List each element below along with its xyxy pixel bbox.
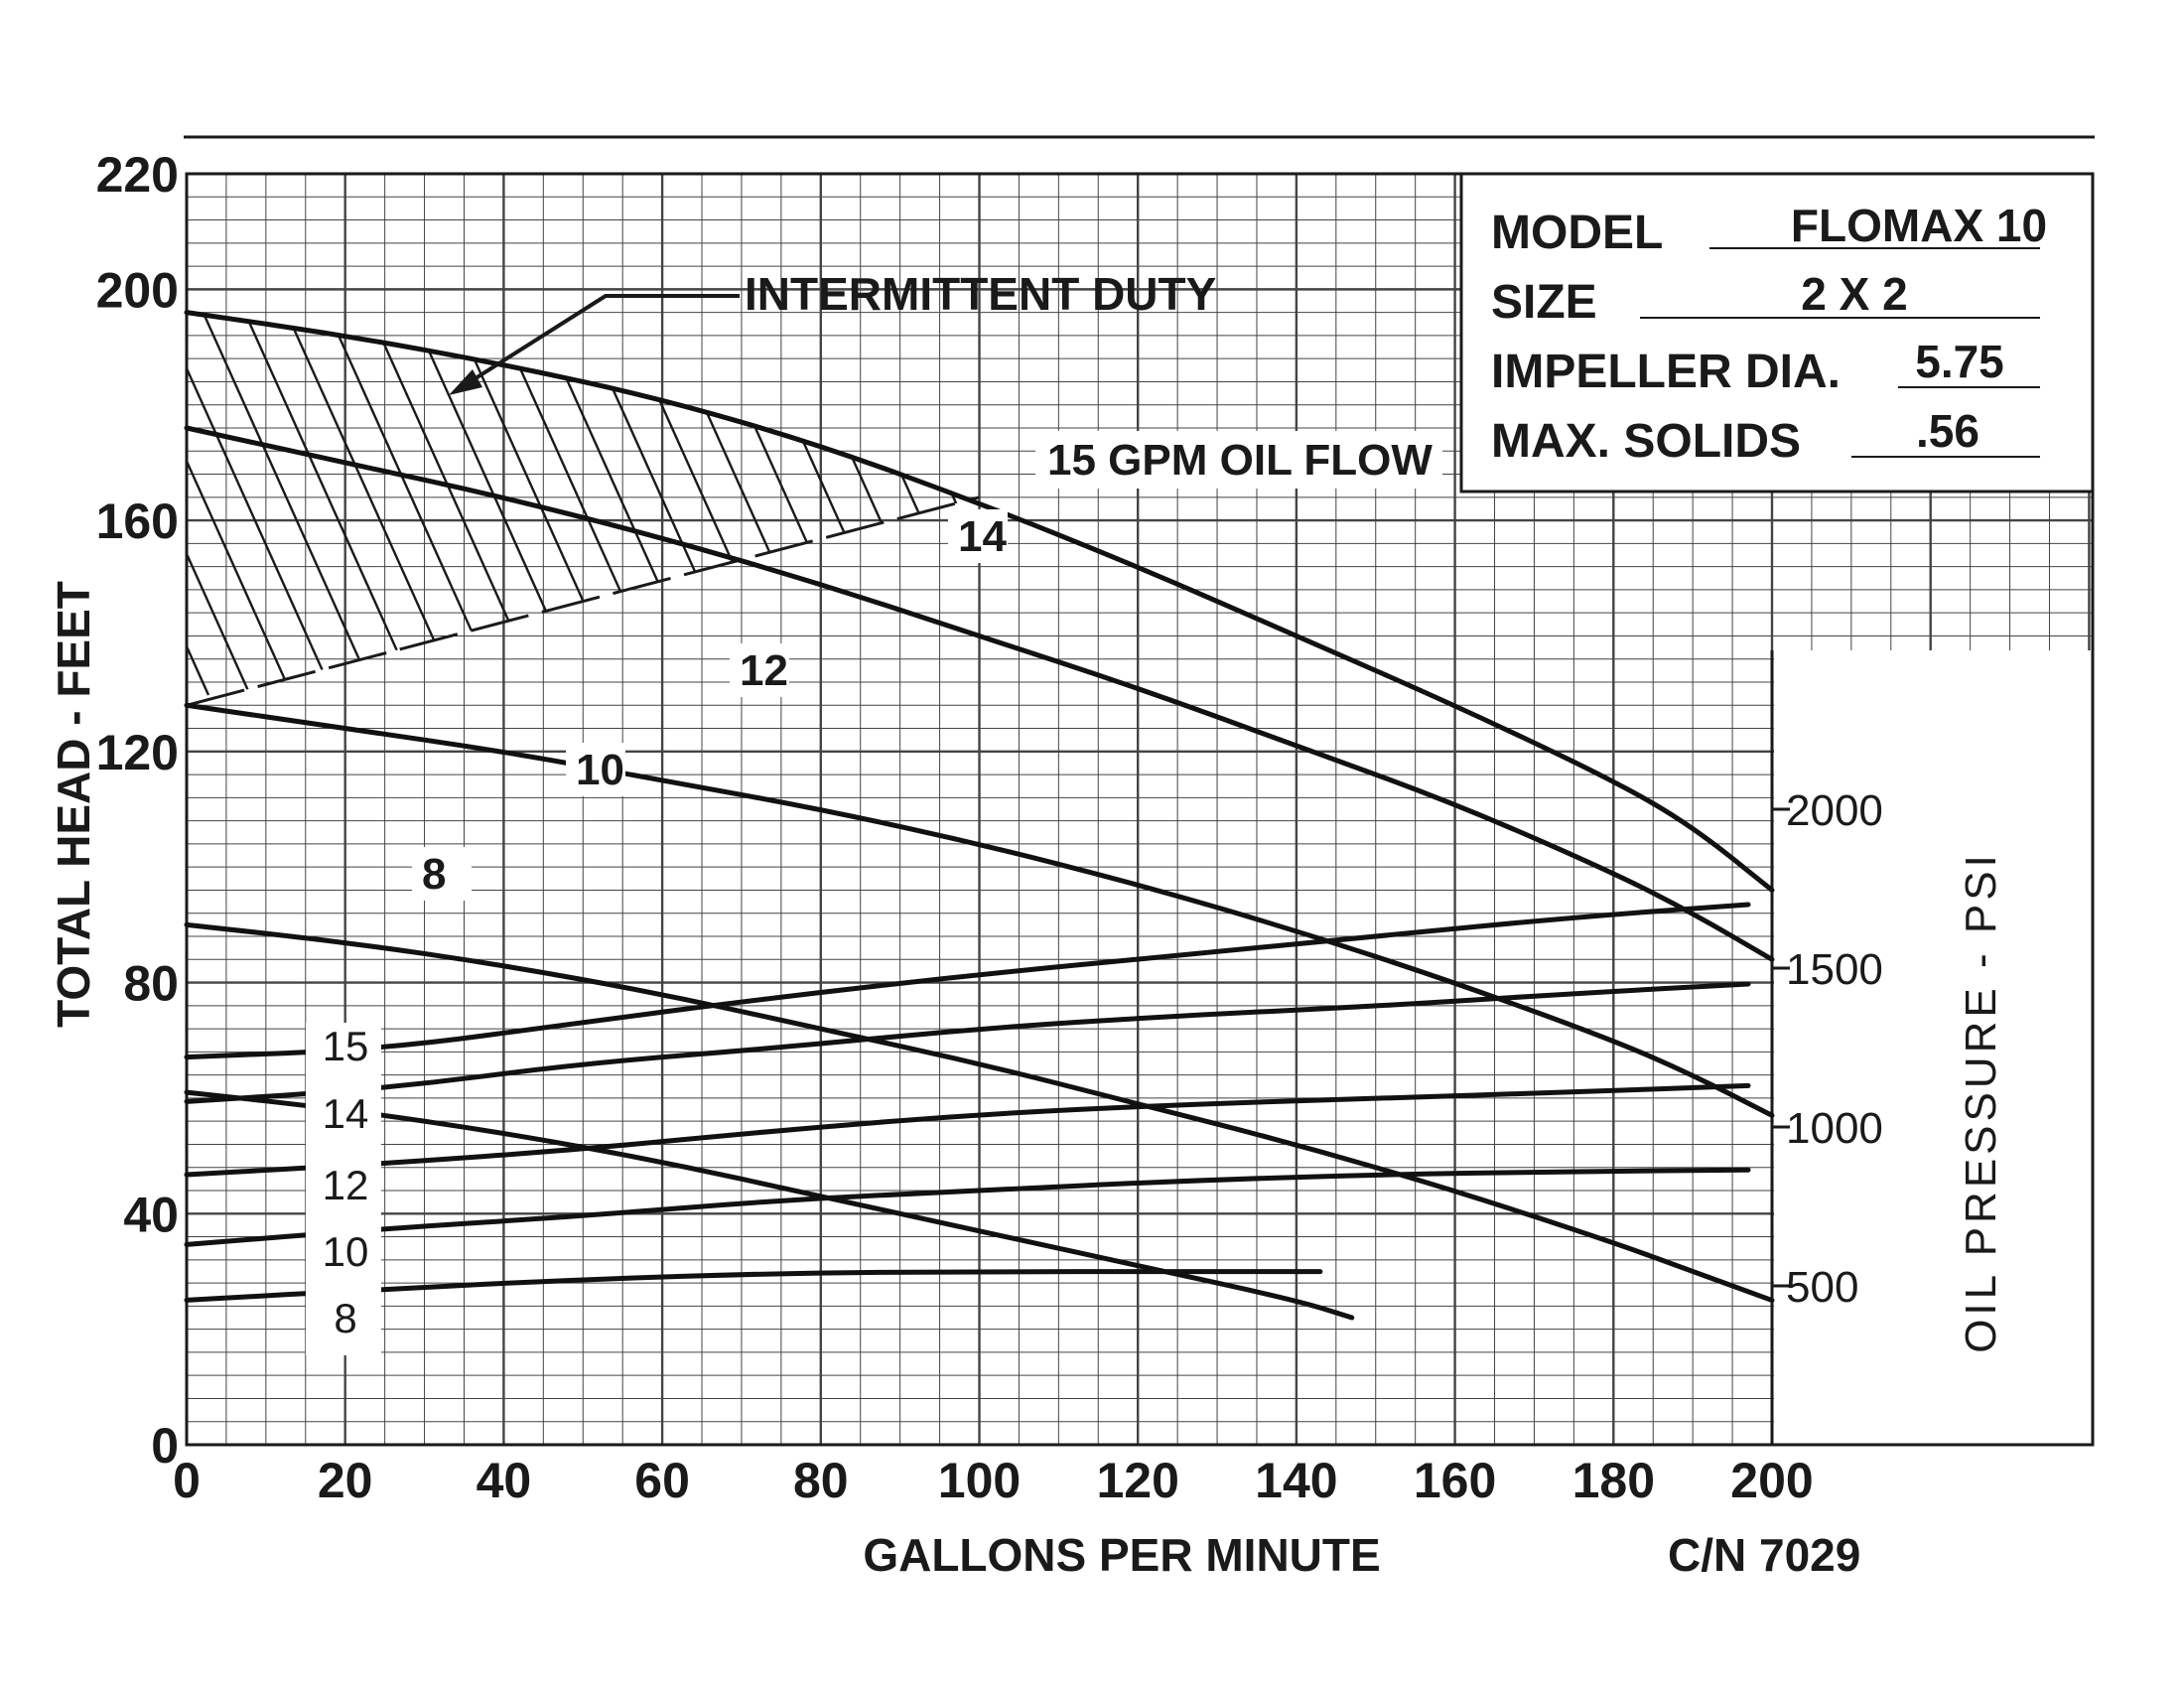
pressure-curve: [184, 1082, 1751, 1178]
x-tick-label: 180: [1572, 1453, 1655, 1508]
info-box-frame: [1459, 172, 2095, 493]
pressure-scale-panel: [1774, 650, 2092, 1444]
y2-axis-title: OIL PRESSURE - PSI: [1957, 851, 2005, 1353]
pressure-curve-label: 10: [323, 1228, 369, 1275]
hatch-line: [195, 312, 377, 696]
intermittent-duty-boundary: [186, 495, 980, 707]
plot-frame: [185, 172, 2095, 1447]
y-tick-label: 200: [96, 262, 179, 318]
x-tick-label: 120: [1096, 1453, 1178, 1508]
curve-label-bg: [730, 643, 789, 697]
curve-label-bg: [948, 509, 1008, 563]
solids-label: MAX. SOLIDS: [1491, 415, 1801, 468]
intermittent-duty-leader: [463, 294, 740, 387]
y2-tick-label: 1500: [1786, 945, 1883, 994]
model-label: MODEL: [1491, 207, 1663, 259]
head-curve-label: 15 GPM OIL FLOW: [1047, 436, 1433, 485]
curve-label-bg: [566, 743, 625, 796]
head-curve-label: 12: [740, 646, 788, 695]
catalog-number: C/N 7029: [1668, 1529, 1860, 1581]
hatch-line: [187, 312, 336, 696]
y-tick-label: 0: [151, 1418, 179, 1474]
pressure-curve-label: 15: [323, 1023, 369, 1069]
pressure-curve: [184, 981, 1751, 1104]
solids-value: .56: [1916, 405, 1979, 457]
curve-label-bg: [412, 847, 472, 901]
size-value: 2 X 2: [1801, 268, 1907, 320]
x-axis-title: GALLONS PER MINUTE: [863, 1529, 1380, 1581]
x-tick-label: 0: [173, 1453, 201, 1508]
info-box: MODEL FLOMAX 10 SIZE 2 X 2 IMPELLER DIA.…: [1459, 172, 2095, 493]
oil-label-box: [306, 1023, 381, 1355]
x-tick-label: 80: [793, 1453, 849, 1508]
y-tick-label: 40: [123, 1187, 179, 1242]
y-tick-label: 80: [123, 956, 179, 1012]
pressure-curve: [184, 1167, 1751, 1247]
hatch-line: [187, 312, 252, 696]
pressure-curve-label: 8: [334, 1295, 356, 1341]
impeller-value: 5.75: [1915, 336, 2004, 387]
y-tick-label: 220: [96, 147, 179, 203]
size-label: SIZE: [1491, 276, 1597, 329]
y2-tick-label: 2000: [1786, 786, 1883, 835]
x-tick-label: 140: [1255, 1453, 1337, 1508]
hatch-line: [187, 312, 294, 696]
curve-label-bg: [1035, 431, 1442, 489]
x-tick-label: 60: [634, 1453, 690, 1508]
y-tick-label: 160: [96, 493, 179, 549]
pressure-curve-label: 12: [323, 1162, 369, 1208]
pressure-curve-label: 14: [323, 1090, 369, 1137]
hatch-line: [320, 312, 502, 696]
y-tick-label: 120: [96, 725, 179, 780]
grid: [184, 135, 2095, 1447]
model-value: FLOMAX 10: [1791, 200, 2047, 251]
y-axis-title: TOTAL HEAD - FEET: [48, 581, 99, 1028]
y2-tick-label: 500: [1786, 1263, 1858, 1312]
head-curve-label: 10: [576, 746, 624, 794]
hatch-line: [278, 312, 461, 696]
head-curve: [184, 702, 1775, 1118]
x-tick-label: 40: [477, 1453, 532, 1508]
y2-tick-label: 1000: [1786, 1104, 1883, 1153]
x-tick-label: 100: [938, 1453, 1021, 1508]
impeller-label: IMPELLER DIA.: [1491, 346, 1841, 398]
pressure-curve: [184, 902, 1751, 1060]
head-curve-label: 14: [958, 512, 1007, 561]
intermittent-duty-label: INTERMITTENT DUTY: [745, 268, 1216, 320]
head-curve: [184, 425, 1775, 962]
x-tick-label: 160: [1414, 1453, 1496, 1508]
head-curve-label: 8: [422, 850, 446, 899]
hatch-line: [236, 312, 419, 696]
x-tick-label: 20: [318, 1453, 373, 1508]
x-tick-label: 200: [1730, 1453, 1813, 1508]
head-curve: [184, 921, 1775, 1304]
intermittent-duty-arrowhead: [449, 369, 482, 395]
